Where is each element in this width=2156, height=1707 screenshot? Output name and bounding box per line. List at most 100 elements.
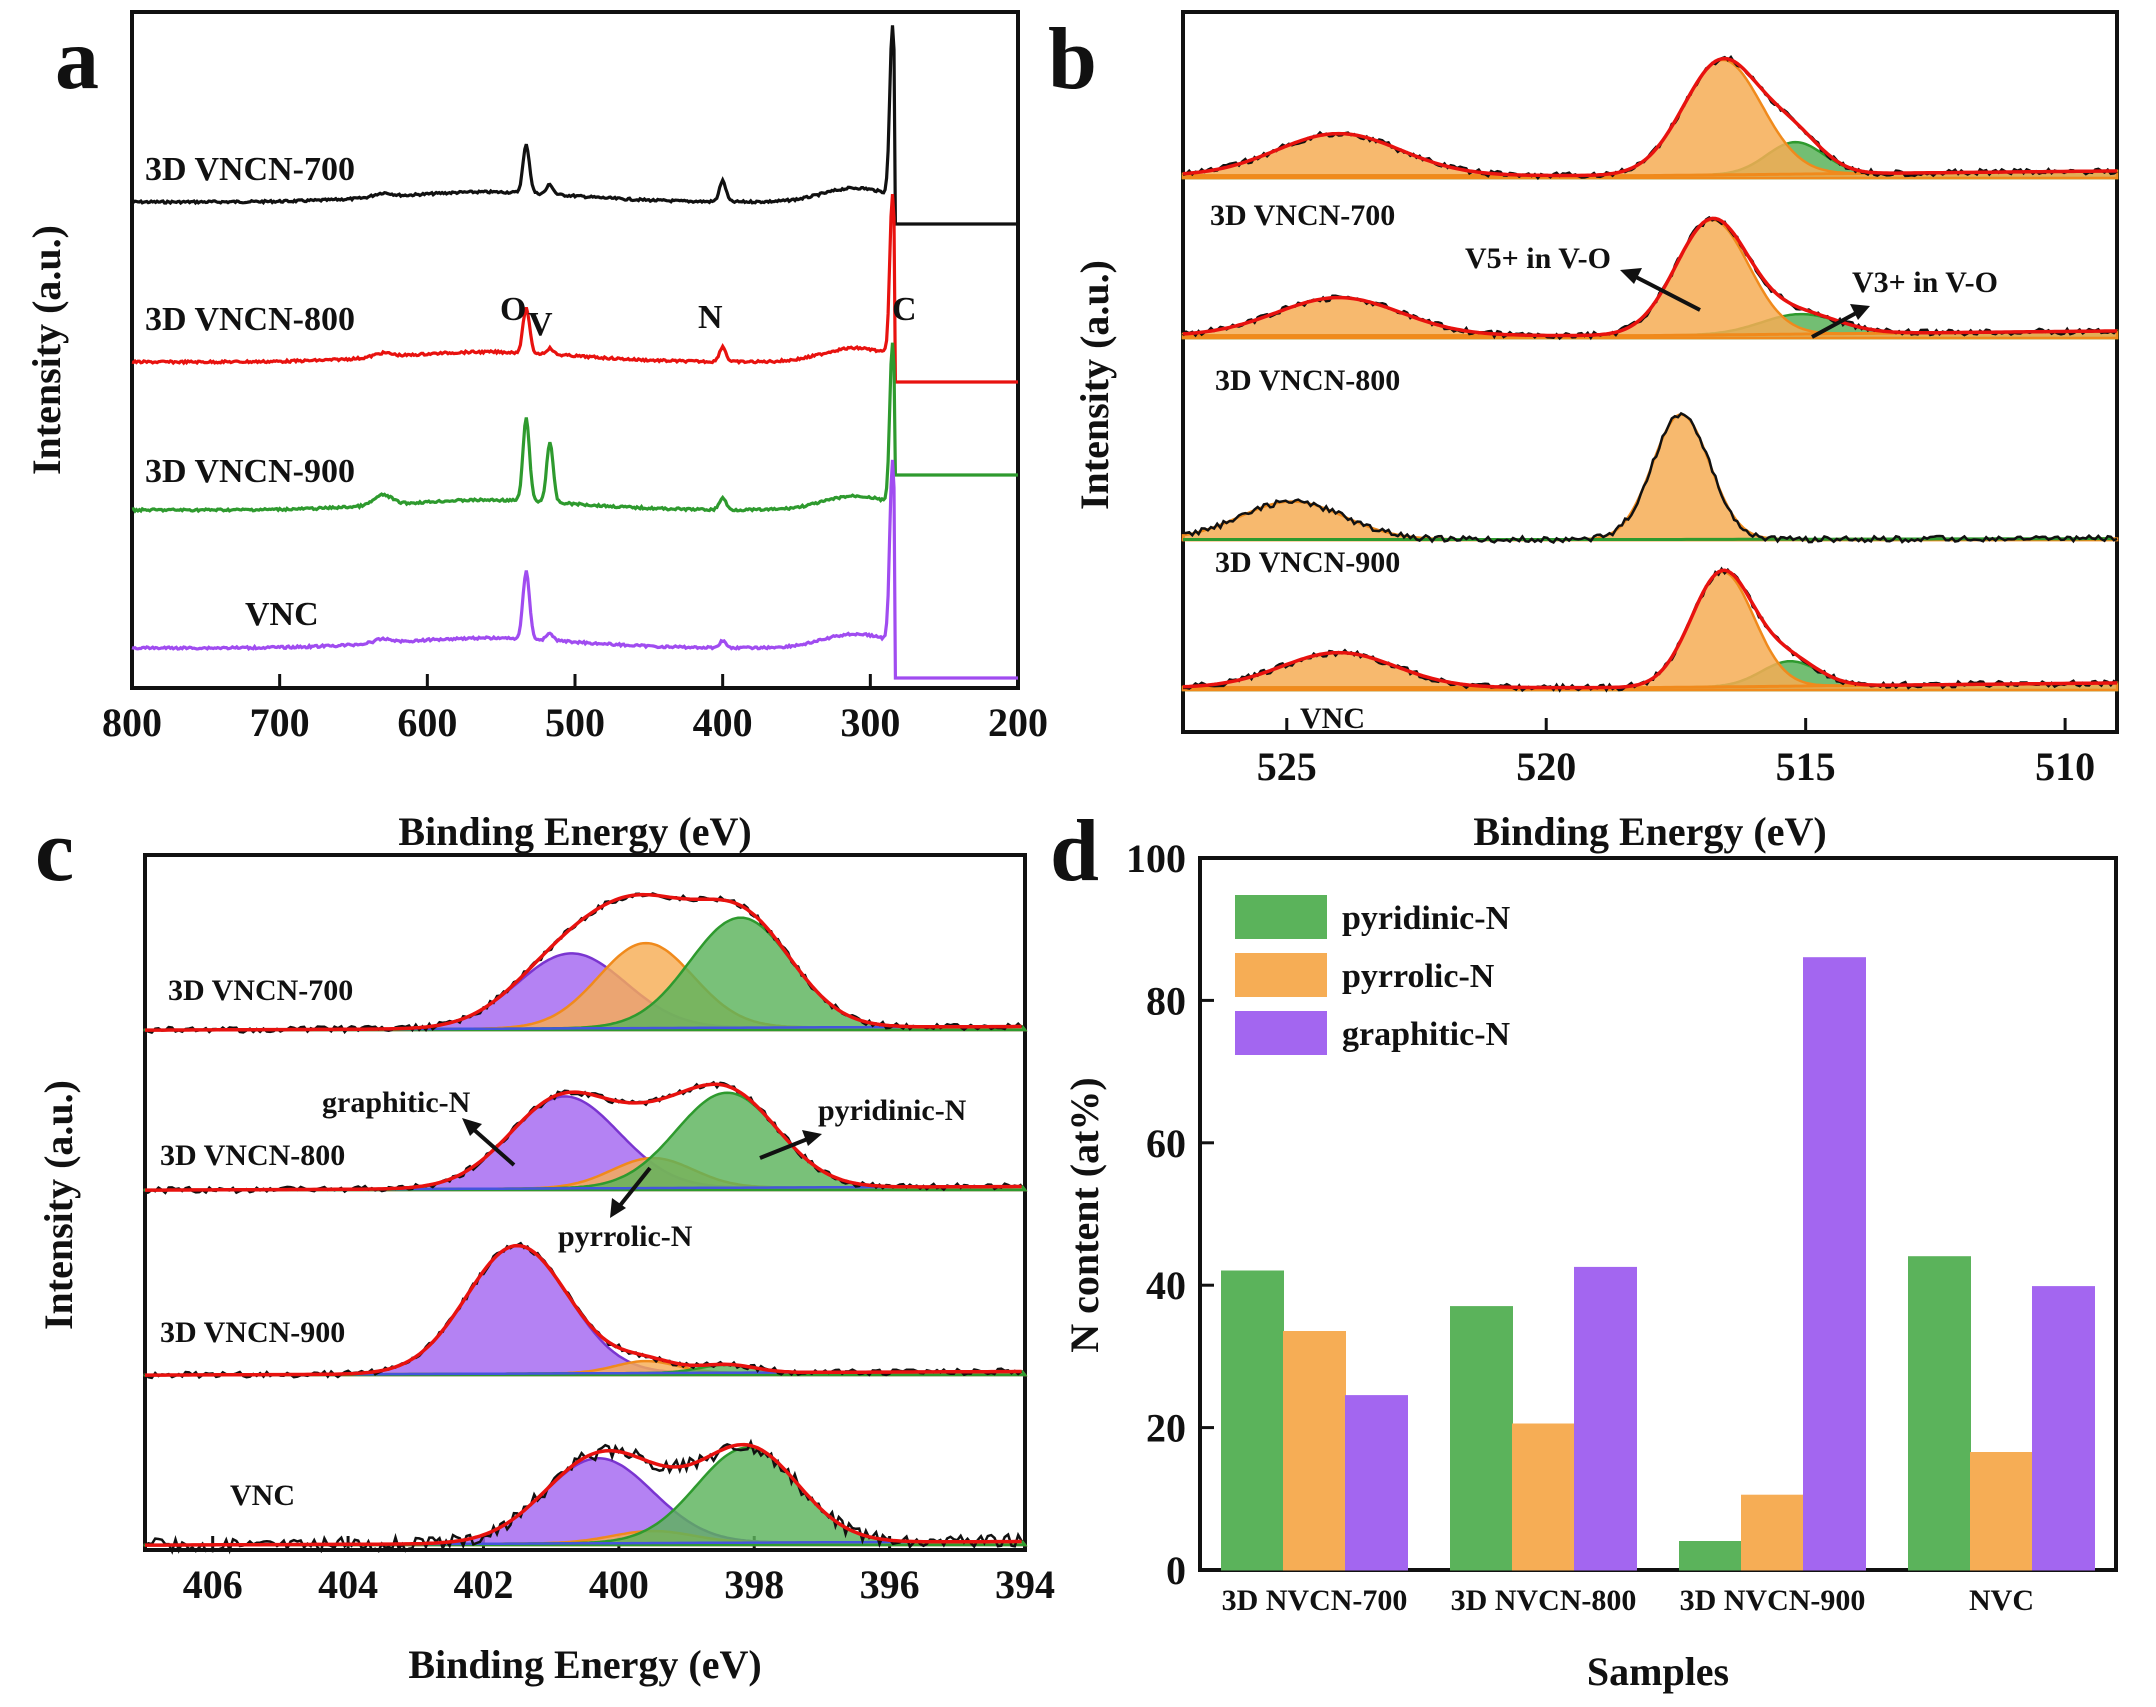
- panel-c-tick-label-1: 404: [318, 1562, 378, 1607]
- b-label-1: 3D VNCN-800: [1215, 364, 1400, 397]
- bar-pyrrolic-N-1: [1512, 1423, 1575, 1571]
- c-arrow-pyridinic: [759, 1136, 811, 1160]
- d-xtick-label-0: 3D NVCN-700: [1222, 1584, 1408, 1617]
- bar-pyridinic-N-1: [1450, 1306, 1513, 1571]
- panel-c-tick-label-0: 406: [183, 1562, 243, 1607]
- panel-a-tick-label-5: 300: [840, 700, 900, 745]
- survey-label-0: 3D VNCN-700: [145, 151, 355, 188]
- panel-b-tick-label-3: 510: [2035, 744, 2095, 789]
- d-ytick-label-0: 0: [1166, 1548, 1186, 1593]
- panel-b-tick-label-1: 520: [1516, 744, 1576, 789]
- d-xtick-label-1: 3D NVCN-800: [1451, 1584, 1637, 1617]
- graphitic-comp-3d-vncn-900: [143, 1244, 1028, 1377]
- bar-graphitic-N-2: [1803, 957, 1866, 1571]
- panel-a-xlabel: Binding Energy (eV): [398, 809, 751, 854]
- panel-c-label: c: [35, 803, 74, 900]
- b-annot-v3: V3+ in V-O: [1852, 266, 1998, 299]
- b-label-0: 3D VNCN-700: [1210, 199, 1395, 232]
- survey-peak-o: O: [500, 291, 526, 328]
- baseline-3d-vncn-900: [1183, 537, 2112, 541]
- envelope-3d-vncn-700: [1182, 56, 2118, 178]
- d-ytick-label-1: 20: [1146, 1406, 1186, 1451]
- bar-pyrrolic-N-2: [1741, 1494, 1804, 1571]
- panel-c: c 406 404 402 400 398 396 394 3D VNCN-700 3D VN…: [35, 803, 1055, 1687]
- c-arrow-graphitic: [470, 1126, 516, 1167]
- d-ytick-label-5: 100: [1126, 836, 1186, 881]
- c-arrow-pyrrolic: [616, 1166, 652, 1210]
- panel-b: b 525 520 515 510 3D VNCN-700 3D VNCN-800 3D …: [1048, 10, 2119, 854]
- legend-swatch-graphitic-N: [1235, 1011, 1327, 1055]
- d-xtick-label-2: 3D NVCN-900: [1680, 1584, 1866, 1617]
- survey-series-3d-vncn-900: [131, 342, 1018, 514]
- legend-label-pyrrolic-N: pyrrolic-N: [1342, 958, 1495, 995]
- panel-b-ylabel: Intensity (a.u.): [1072, 260, 1117, 510]
- panel-a: a 800 700 600 500 400 300 200 3D VNCN-700 3D VN…: [24, 10, 1048, 854]
- c-envelope-3d-vncn-800: [145, 1082, 1022, 1192]
- d-xtick-label-3: NVC: [1969, 1584, 2034, 1617]
- panel-c-tick-label-6: 394: [995, 1562, 1055, 1607]
- panel-c-tick-label-4: 398: [724, 1562, 784, 1607]
- d-ytick-label-4: 80: [1146, 978, 1186, 1023]
- survey-peak-v: V: [528, 306, 553, 343]
- panel-c-ylabel: Intensity (a.u.): [36, 1080, 81, 1330]
- survey-label-2: 3D VNCN-900: [145, 453, 355, 490]
- b-label-2: 3D VNCN-900: [1215, 546, 1400, 579]
- panel-c-xlabel: Binding Energy (eV): [408, 1642, 761, 1687]
- survey-label-1: 3D VNCN-800: [145, 301, 355, 338]
- bar-pyridinic-N-3: [1908, 1256, 1971, 1571]
- panel-a-tick-label-1: 700: [250, 700, 310, 745]
- panel-c-tick-label-2: 402: [453, 1562, 513, 1607]
- d-ytick-label-2: 40: [1146, 1263, 1186, 1308]
- envelope-3d-vncn-800: [1182, 216, 2118, 338]
- survey-peak-n: N: [698, 299, 723, 336]
- c-annot-pyrrolic: pyrrolic-N: [558, 1220, 693, 1253]
- survey-peak-c: C: [892, 291, 917, 328]
- c-envelope-vnc: [145, 1442, 1022, 1547]
- d-ytick-label-3: 60: [1146, 1121, 1186, 1166]
- panel-a-tick-label-0: 800: [102, 700, 162, 745]
- b-arrow-v5: [1631, 273, 1701, 312]
- panel-b-xlabel: Binding Energy (eV): [1473, 809, 1826, 854]
- panel-c-tick-label-3: 400: [589, 1562, 649, 1607]
- b-annot-v5: V5+ in V-O: [1465, 242, 1611, 275]
- b-arrow-v3: [1811, 310, 1859, 339]
- panel-d-xlabel: Samples: [1587, 1649, 1729, 1694]
- bar-pyrrolic-N-3: [1970, 1452, 2033, 1571]
- panel-a-tick-label-3: 500: [545, 700, 605, 745]
- panel-a-label: a: [55, 11, 99, 108]
- c-envelope-3d-vncn-900: [145, 1243, 1022, 1377]
- c-label-1: 3D VNCN-800: [160, 1139, 345, 1172]
- bar-graphitic-N-3: [2032, 1286, 2095, 1571]
- panel-d-frame: [1198, 856, 2118, 1572]
- c-arrow-graphitic-head: [462, 1118, 482, 1136]
- survey-series-vnc: [131, 459, 1018, 680]
- envelope-vnc: [1182, 568, 2118, 690]
- c-annot-graphitic: graphitic-N: [322, 1086, 471, 1119]
- raw-3d-vncn-900: [1182, 411, 2118, 545]
- panel-a-tick-label-2: 600: [397, 700, 457, 745]
- panel-b-label: b: [1048, 11, 1097, 108]
- bar-pyridinic-N-2: [1679, 1541, 1742, 1571]
- bar-graphitic-N-0: [1345, 1395, 1408, 1571]
- c-envelope-3d-vncn-700: [145, 892, 1022, 1032]
- legend-swatch-pyridinic-N: [1235, 895, 1327, 939]
- panel-a-tick-label-6: 200: [988, 700, 1048, 745]
- c-label-0: 3D VNCN-700: [168, 974, 353, 1007]
- survey-series-3d-vncn-800: [131, 193, 1018, 384]
- panel-a-ylabel: Intensity (a.u.): [24, 225, 69, 475]
- c-label-2: 3D VNCN-900: [160, 1316, 345, 1349]
- c-arrow-pyridinic-head: [802, 1130, 822, 1146]
- bar-pyrrolic-N-0: [1283, 1331, 1346, 1571]
- legend-label-graphitic-N: graphitic-N: [1342, 1016, 1511, 1053]
- panel-c-frame: [143, 853, 1027, 1552]
- c-label-3: VNC: [230, 1479, 295, 1512]
- survey-series-3d-vncn-700: [131, 25, 1018, 226]
- legend-swatch-pyrrolic-N: [1235, 953, 1327, 997]
- panel-d-label: d: [1050, 803, 1099, 900]
- panel-b-tick-label-2: 515: [1776, 744, 1836, 789]
- b-arrow-v5-head: [1620, 268, 1642, 284]
- bar-graphitic-N-1: [1574, 1266, 1637, 1571]
- bar-pyridinic-N-0: [1221, 1270, 1284, 1571]
- panel-c-tick-label-5: 396: [860, 1562, 920, 1607]
